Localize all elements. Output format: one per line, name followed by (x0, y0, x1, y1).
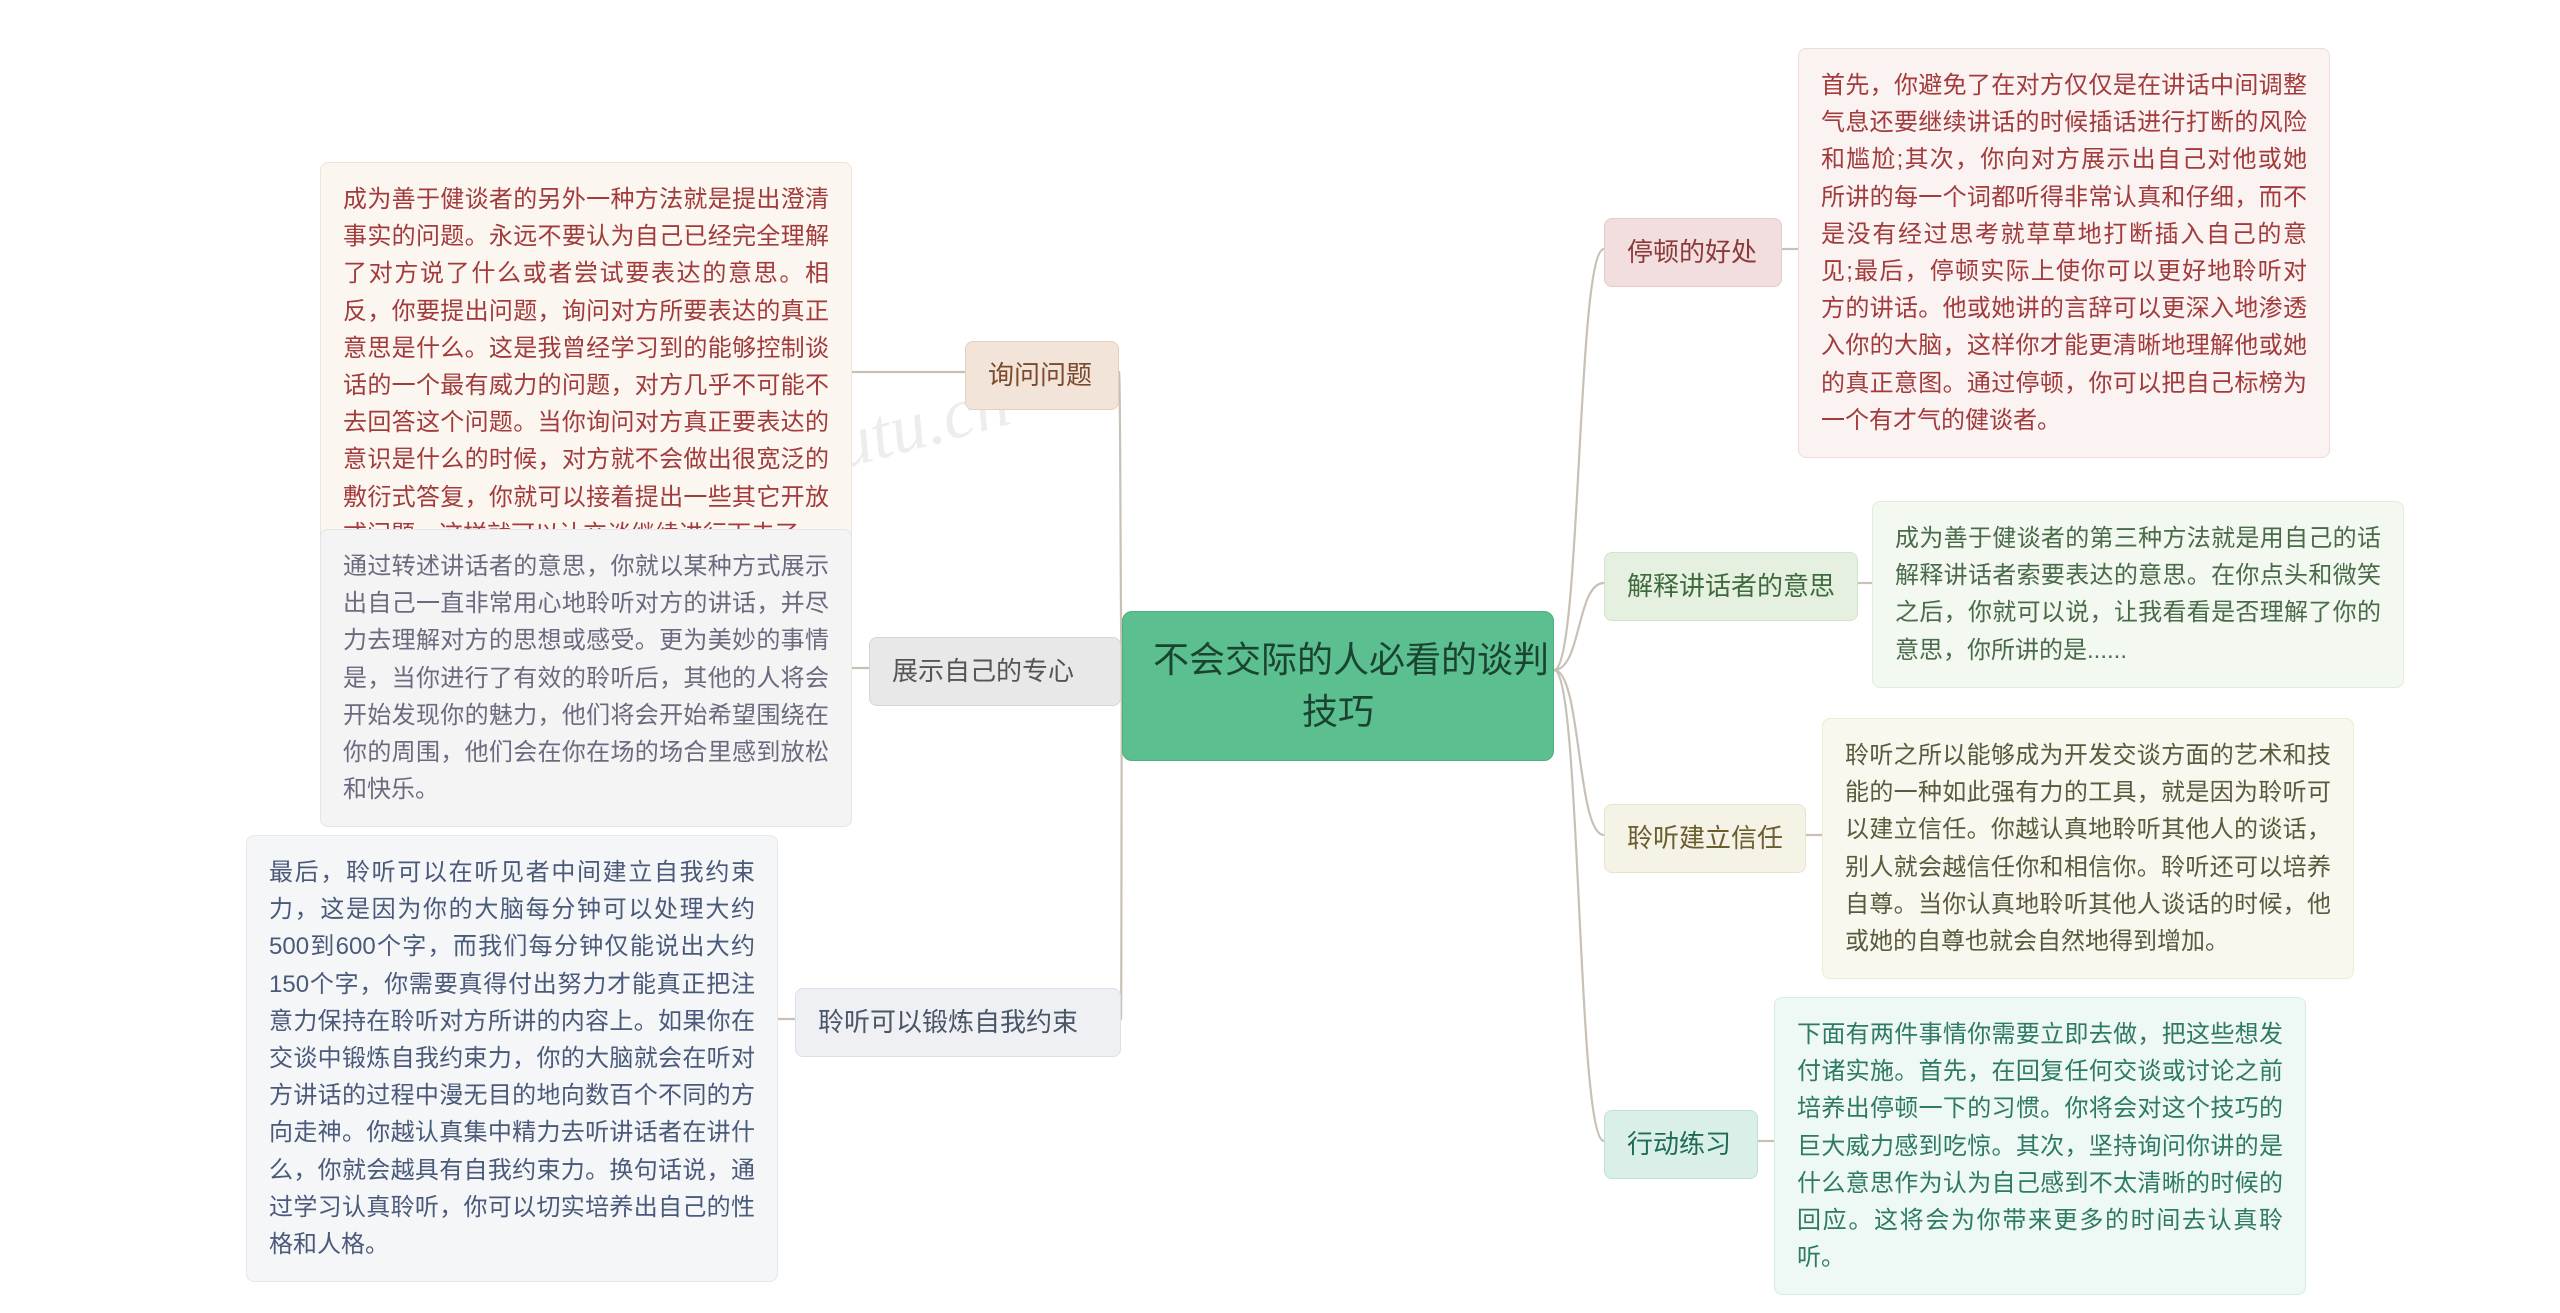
branch-node-paraphrase[interactable]: 解释讲话者的意思 (1604, 552, 1858, 621)
branch-node-trust[interactable]: 聆听建立信任 (1604, 804, 1806, 873)
branch-desc-paraphrase: 成为善于健谈者的第三种方法就是用自己的话解释讲话者索要表达的意思。在你点头和微笑… (1872, 501, 2404, 688)
branch-desc-focus: 通过转述讲话者的意思，你就以某种方式展示出自己一直非常用心地聆听对方的讲话，并尽… (320, 529, 852, 827)
edge (1554, 583, 1604, 670)
branch-desc-pause: 首先，你避免了在对方仅仅是在讲话中间调整气息还要继续讲话的时候插话进行打断的风险… (1798, 48, 2330, 458)
branch-node-ask[interactable]: 询问问题 (965, 341, 1119, 410)
edge (1554, 670, 1604, 1141)
branch-desc-self: 最后，聆听可以在听见者中间建立自我约束力，这是因为你的大脑每分钟可以处理大约50… (246, 835, 778, 1282)
branch-node-action[interactable]: 行动练习 (1604, 1110, 1758, 1179)
center-node[interactable]: 不会交际的人必看的谈判技巧 (1122, 611, 1554, 761)
branch-node-self[interactable]: 聆听可以锻炼自我约束 (795, 988, 1121, 1057)
branch-desc-ask: 成为善于健谈者的另外一种方法就是提出澄清事实的问题。永远不要认为自己已经完全理解… (320, 162, 852, 572)
branch-desc-action: 下面有两件事情你需要立即去做，把这些想发付诸实施。首先，在回复任何交谈或讨论之前… (1774, 997, 2306, 1295)
branch-node-focus[interactable]: 展示自己的专心 (869, 637, 1121, 706)
mindmap-canvas: shutu.cn 树图 shutu.c 不会交际的人必看的谈判技巧 询问问题成为… (0, 0, 2560, 1313)
edge (1554, 249, 1604, 670)
center-title-line: 技巧 (1153, 686, 1523, 738)
center-title-line: 不会交际的人必看的谈判 (1153, 634, 1523, 686)
branch-desc-trust: 聆听之所以能够成为开发交谈方面的艺术和技能的一种如此强有力的工具，就是因为聆听可… (1822, 718, 2354, 979)
branch-node-pause[interactable]: 停顿的好处 (1604, 218, 1782, 287)
edge (1554, 670, 1604, 835)
